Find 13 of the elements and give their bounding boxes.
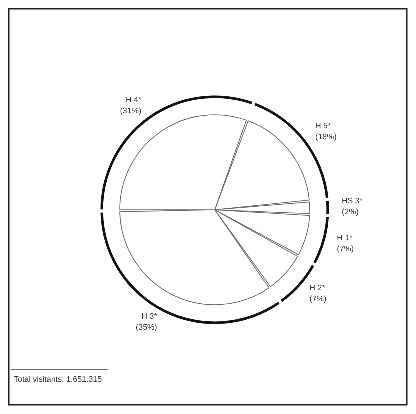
slice-label: H 1* [337,234,353,243]
text: (7%) [337,244,354,254]
text: (2%) [342,207,359,216]
text: Total visitants: 1.651.315 [14,375,103,384]
slice-label: H 4* [126,95,142,104]
text: (35%) [136,323,158,332]
text: (7%) [310,294,327,304]
slice-label: H 2* [310,284,326,293]
text: (18%) [316,132,337,142]
slice-label: H 3* [142,312,158,322]
slice-label: H 5* [316,121,332,130]
slice-label: HS 3* [342,196,363,206]
text: (31%) [120,106,142,116]
